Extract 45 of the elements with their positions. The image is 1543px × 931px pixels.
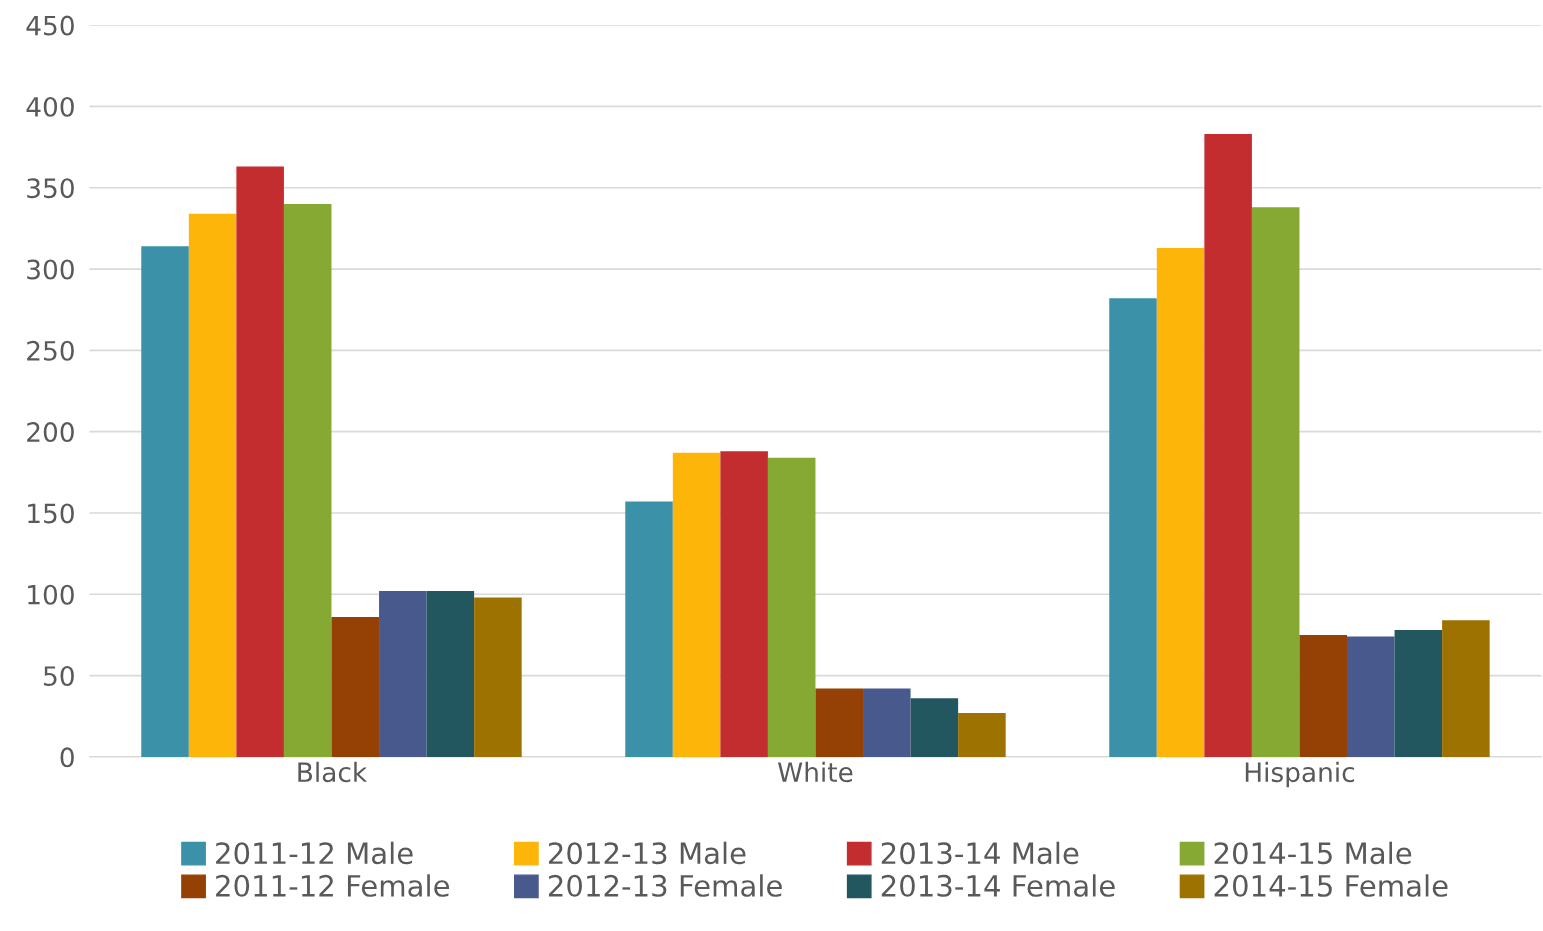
bar — [863, 688, 911, 757]
bar — [1109, 298, 1157, 757]
bar — [1299, 634, 1348, 757]
y-tick-label: 300 — [27, 259, 74, 280]
bar — [379, 591, 427, 757]
y-tick-label: 0 — [60, 747, 74, 768]
y-tick-label: 200 — [27, 422, 74, 443]
y-tick-label: 450 — [26, 15, 74, 36]
bar — [910, 698, 959, 757]
bar — [625, 501, 673, 757]
legend-label: 2011-12 Male — [216, 841, 413, 865]
legend-label: 2014-15 Female — [1214, 874, 1448, 897]
y-tick-label: 100 — [28, 584, 74, 605]
x-tick-label: Hispanic — [1245, 761, 1355, 788]
y-tick-label: 50 — [44, 666, 74, 686]
legend-label: 2012-13 Male — [548, 841, 746, 865]
y-tick-label: 350 — [27, 178, 74, 199]
bar — [331, 617, 380, 757]
x-tick-label: White — [777, 761, 853, 783]
bar — [767, 457, 816, 757]
legend-label: 2011-12 Female — [216, 874, 449, 897]
bar — [1251, 207, 1300, 757]
legend-label: 2013-14 Female — [881, 874, 1115, 897]
bar — [426, 591, 475, 757]
x-tick-label: Black — [298, 761, 368, 783]
bar — [236, 166, 284, 757]
bar — [141, 246, 189, 757]
bar — [474, 597, 522, 757]
bar — [1156, 247, 1205, 757]
bar — [672, 452, 721, 757]
y-tick-label: 250 — [27, 340, 74, 361]
bar — [1394, 630, 1443, 757]
bar — [1442, 620, 1490, 757]
bar — [1347, 636, 1395, 757]
bar — [720, 451, 768, 757]
y-tick-label: 150 — [28, 503, 74, 524]
y-tick-label: 400 — [26, 96, 74, 117]
bar — [283, 204, 332, 757]
bar — [815, 688, 864, 757]
bar — [958, 713, 1006, 757]
legend-label: 2014-15 Male — [1214, 841, 1412, 865]
bar — [188, 213, 237, 757]
legend-label: 2013-14 Male — [881, 841, 1079, 865]
bar — [1204, 134, 1252, 757]
legend-label: 2012-13 Female — [548, 874, 782, 897]
